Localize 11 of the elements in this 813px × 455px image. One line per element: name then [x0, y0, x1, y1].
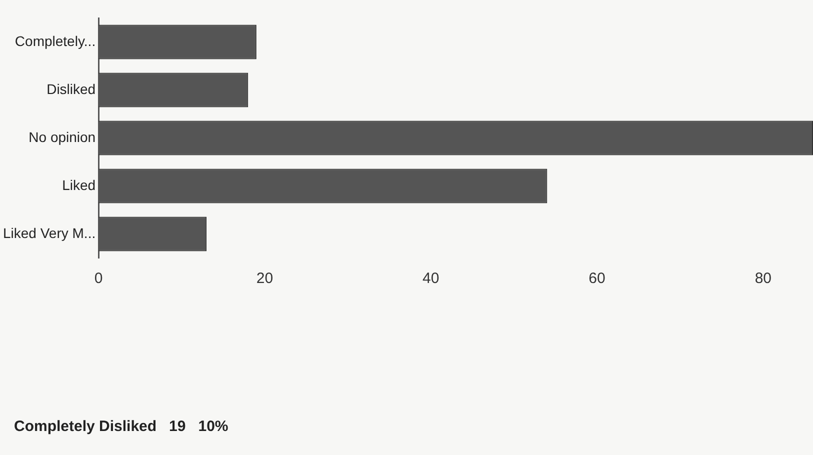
text: Completely Disliked 19 10% — [14, 418, 228, 435]
x-tick-label: 80 — [754, 270, 772, 288]
x-tick-label: 0 — [94, 270, 103, 288]
x-tick-label: 20 — [256, 270, 274, 288]
y-tick-label: Disliked — [46, 80, 96, 97]
y-tick-label: Completely... — [14, 32, 96, 49]
y-tick-label: Liked — [62, 176, 96, 193]
y-tick-label: Liked Very M... — [3, 224, 96, 241]
x-tick-label: 40 — [422, 270, 440, 288]
x-tick-label: 60 — [588, 270, 606, 288]
y-tick-label: No opinion — [28, 128, 96, 145]
